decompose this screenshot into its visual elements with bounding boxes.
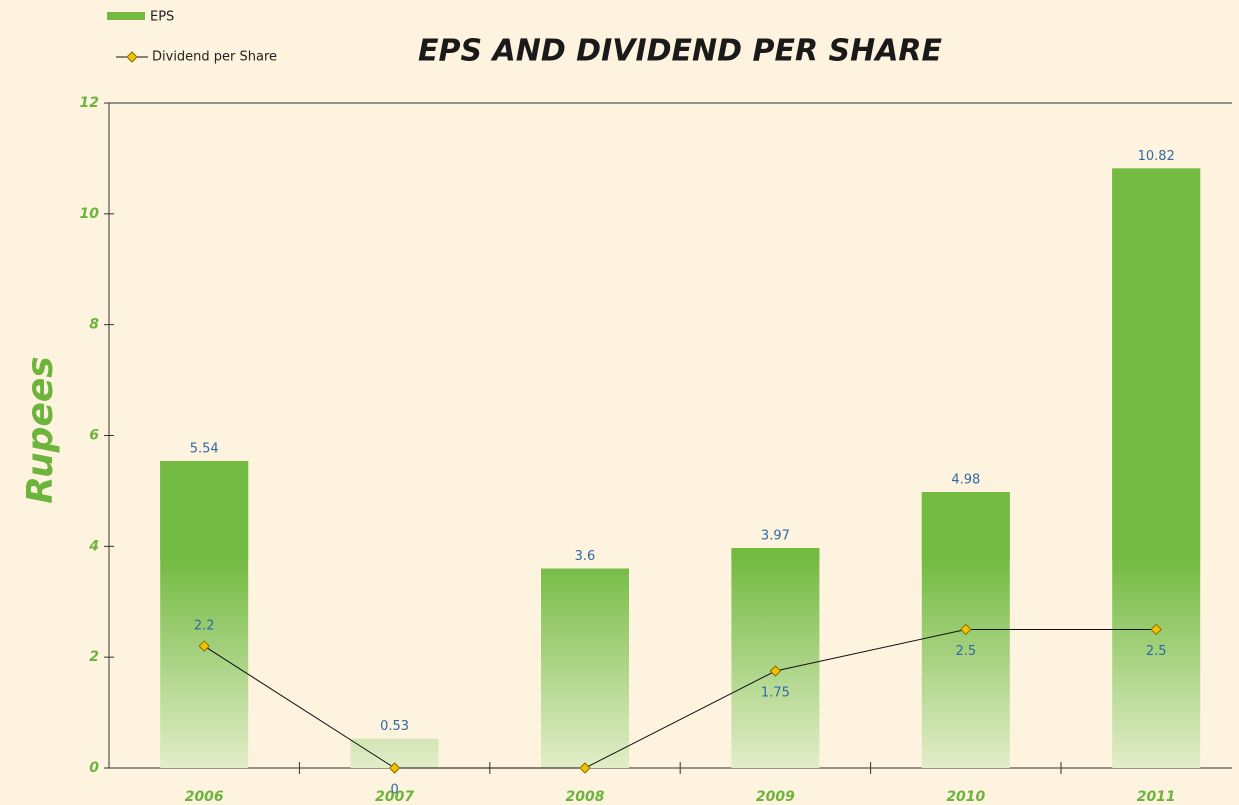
y-tick-label: 0 xyxy=(89,760,99,776)
x-tick-label: 2008 xyxy=(566,789,605,805)
chart-title: EPS AND DIVIDEND PER SHARE xyxy=(418,34,943,69)
y-tick-label: 8 xyxy=(89,317,99,333)
dividend-marker xyxy=(388,762,401,774)
x-tick-label: 2006 xyxy=(185,789,224,805)
data-label: 0 xyxy=(390,783,398,798)
y-axis-label: Rupees xyxy=(20,356,61,503)
legend-label: Dividend per Share xyxy=(152,50,277,65)
bar xyxy=(731,547,820,768)
x-tick-label: 2009 xyxy=(756,789,795,805)
data-label: 2.2 xyxy=(194,619,215,634)
data-label: 1.75 xyxy=(761,686,790,701)
data-label: 3.6 xyxy=(575,549,596,564)
dividend-marker xyxy=(960,623,972,636)
bar-top xyxy=(160,460,249,560)
data-label: 4.98 xyxy=(951,473,980,488)
y-tick-label: 6 xyxy=(89,428,99,444)
dividend-marker xyxy=(198,640,210,652)
y-tick-label: 12 xyxy=(80,95,99,111)
bar xyxy=(541,568,629,768)
bar-top xyxy=(731,547,820,560)
legend-marker xyxy=(126,51,138,63)
dividend-line xyxy=(203,628,1157,769)
dividend-marker xyxy=(769,665,782,677)
y-tick-label: 2 xyxy=(89,649,99,665)
data-label: 0.53 xyxy=(380,719,409,734)
x-tick-label: 2007 xyxy=(375,789,414,805)
data-label: 10.82 xyxy=(1138,149,1175,164)
data-label: 5.54 xyxy=(190,441,219,456)
legend-label: EPS xyxy=(150,10,174,25)
data-label: 2.5 xyxy=(955,644,976,659)
dividend-marker xyxy=(579,762,591,774)
x-tick-label: 2010 xyxy=(946,789,985,805)
y-tick-label: 4 xyxy=(88,538,99,554)
data-label: 2.5 xyxy=(1146,644,1167,659)
bar-top xyxy=(1112,168,1201,560)
bar-top xyxy=(921,492,1010,560)
dividend-marker xyxy=(1150,623,1162,636)
data-label: 3.97 xyxy=(761,528,790,543)
legend-swatch xyxy=(107,12,145,20)
x-tick-label: 2011 xyxy=(1137,789,1176,805)
y-tick-label: 10 xyxy=(80,206,100,222)
